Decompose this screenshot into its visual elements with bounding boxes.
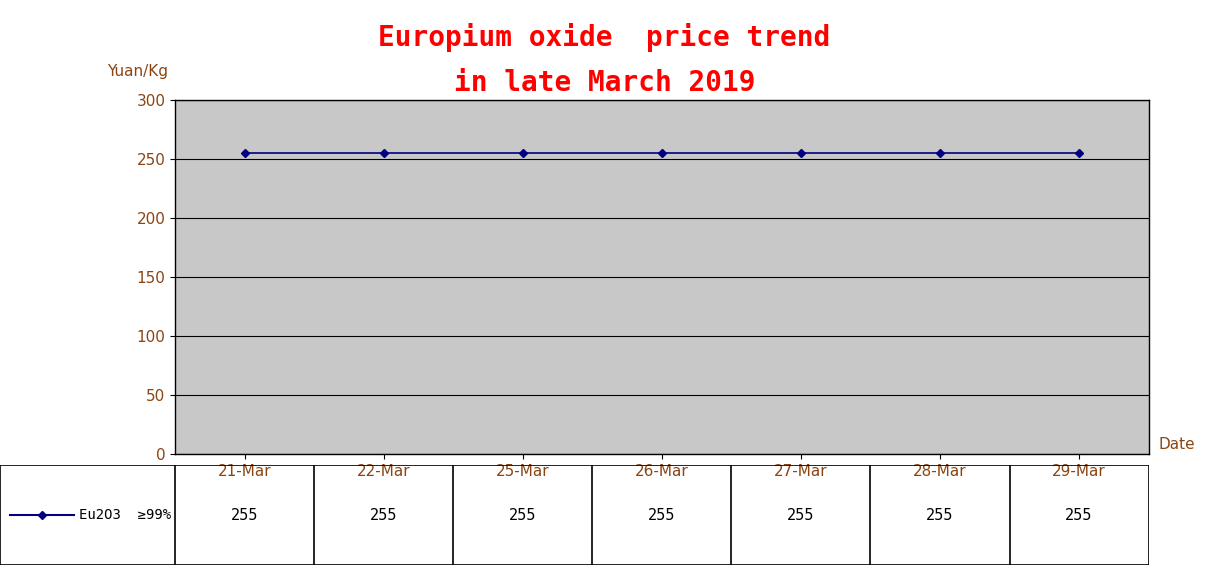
Text: Eu2O3  ≥99%: Eu2O3 ≥99% (79, 508, 170, 522)
Text: 255: 255 (926, 508, 954, 523)
Text: Date: Date (1158, 437, 1194, 452)
Text: 255: 255 (370, 508, 398, 523)
Text: Yuan/Kg: Yuan/Kg (108, 64, 168, 79)
Text: 255: 255 (1065, 508, 1093, 523)
Text: 255: 255 (787, 508, 815, 523)
Text: 255: 255 (231, 508, 259, 523)
Text: in late March 2019: in late March 2019 (453, 69, 756, 97)
Eu2O3  ≥99% (237, 150, 251, 156)
Eu2O3  ≥99% (933, 150, 948, 156)
Eu2O3  ≥99% (794, 150, 809, 156)
Eu2O3  ≥99% (516, 150, 531, 156)
Eu2O3  ≥99% (377, 150, 392, 156)
Eu2O3  ≥99% (655, 150, 670, 156)
Text: 255: 255 (648, 508, 676, 523)
Eu2O3  ≥99% (1072, 150, 1087, 156)
Text: 255: 255 (509, 508, 537, 523)
Text: Europium oxide  price trend: Europium oxide price trend (378, 23, 831, 51)
Line: Eu2O3  ≥99%: Eu2O3 ≥99% (242, 150, 1082, 156)
